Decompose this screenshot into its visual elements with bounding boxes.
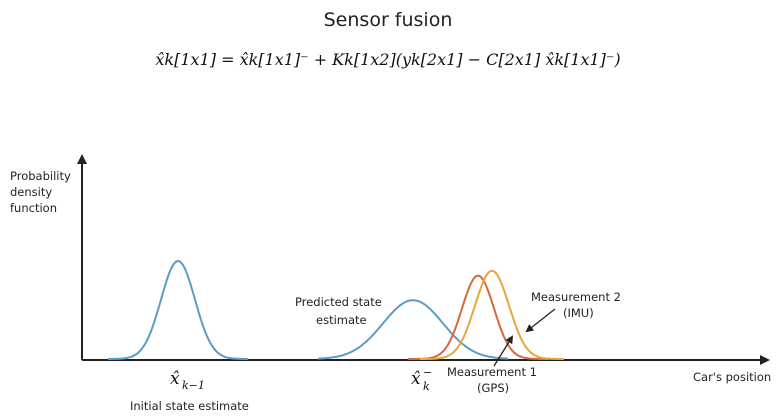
y-axis-label-line-2: density [10, 185, 52, 199]
measurement-2-label-line-2: (IMU) [563, 306, 594, 320]
y-axis-label-line-3: function [10, 201, 57, 215]
measurement-1-label-line-2: (GPS) [477, 381, 509, 395]
x-axis-label: Car's position [693, 370, 771, 384]
kalman-update-equation: x̂k[1x1] = x̂k[1x1]⁻ + Kk[1x2](yk[2x1] −… [155, 50, 621, 69]
measurement-imu-curve [420, 269, 564, 360]
page-title: Sensor fusion [323, 9, 453, 31]
predicted-superscript: − [423, 366, 432, 379]
measurement-1-label-line-1: Measurement 1 [447, 365, 537, 379]
measurement-gps-curve [408, 274, 548, 360]
predicted-subscript: k [423, 380, 430, 393]
measurement-1-arrow [493, 335, 514, 367]
initial-state-curve [107, 259, 249, 360]
initial-state-label: Initial state estimate [130, 399, 249, 413]
initial-symbol: x̂ [170, 369, 180, 389]
predicted-state-curve [317, 299, 509, 360]
initial-subscript: k−1 [182, 379, 205, 392]
predicted-label-line-2: estimate [316, 313, 367, 327]
y-axis-label-line-1: Probability [10, 169, 71, 183]
measurement-2-label-line-1: Measurement 2 [531, 290, 621, 304]
predicted-symbol: x̂ [411, 369, 421, 389]
predicted-label-line-1: Predicted state [295, 295, 382, 309]
measurement-2-arrow [525, 308, 556, 333]
